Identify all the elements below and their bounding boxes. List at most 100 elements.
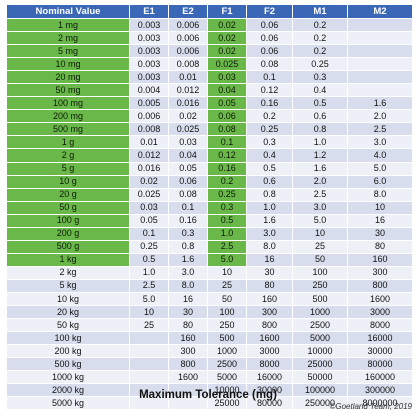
cell-nominal-value: 100 g bbox=[7, 214, 129, 227]
cell-m1: 0.2 bbox=[293, 19, 347, 32]
cell-e2: 0.08 bbox=[169, 188, 207, 201]
cell-f2: 1.0 bbox=[247, 201, 292, 214]
cell-e1: 0.1 bbox=[130, 227, 168, 240]
cell-m2: 5.0 bbox=[348, 162, 412, 175]
header-nominal-value: Nominal Value bbox=[7, 5, 129, 18]
header-m1: M1 bbox=[293, 5, 347, 18]
cell-nominal-value: 50 kg bbox=[7, 319, 129, 332]
cell-f2: 0.6 bbox=[247, 175, 292, 188]
table-row: 2000 kg 10000 30000 100000 300000 bbox=[7, 384, 412, 397]
cell-e1: 0.003 bbox=[130, 58, 168, 71]
table-row: 50 g 0.03 0.1 0.3 1.0 3.0 10 bbox=[7, 201, 412, 214]
cell-m2: 160000 bbox=[348, 371, 412, 384]
cell-e2: 0.05 bbox=[169, 162, 207, 175]
cell-e2: 0.1 bbox=[169, 201, 207, 214]
cell-f2: 16 bbox=[247, 253, 292, 266]
cell-m2: 6.0 bbox=[348, 175, 412, 188]
cell-m1: 25 bbox=[293, 240, 347, 253]
table-row: 50 kg 25 80 250 800 2500 8000 bbox=[7, 319, 412, 332]
cell-e1: 0.25 bbox=[130, 240, 168, 253]
cell-f2: 1600 bbox=[247, 332, 292, 345]
cell-f2: 0.4 bbox=[247, 149, 292, 162]
cell-m2: 1600 bbox=[348, 292, 412, 306]
table-row: 200 g 0.1 0.3 1.0 3.0 10 30 bbox=[7, 227, 412, 240]
cell-e1: 0.006 bbox=[130, 110, 168, 123]
cell-f1: 0.25 bbox=[208, 188, 246, 201]
cell-nominal-value: 500 g bbox=[7, 240, 129, 253]
cell-e2: 0.02 bbox=[169, 110, 207, 123]
cell-f2: 80 bbox=[247, 279, 292, 292]
cell-m1: 100 bbox=[293, 266, 347, 279]
cell-m1: 1.2 bbox=[293, 149, 347, 162]
cell-e2: 0.3 bbox=[169, 227, 207, 240]
cell-e1: 0.03 bbox=[130, 201, 168, 214]
cell-e1: 0.5 bbox=[130, 253, 168, 266]
copyright-credit: ©Goetland Team, 2019 bbox=[329, 402, 412, 411]
cell-e2: 8.0 bbox=[169, 279, 207, 292]
cell-e2: 0.006 bbox=[169, 32, 207, 45]
cell-nominal-value: 100 kg bbox=[7, 332, 129, 345]
table-row: 100 g 0.05 0.16 0.5 1.6 5.0 16 bbox=[7, 214, 412, 227]
cell-m1: 3.0 bbox=[293, 201, 347, 214]
cell-e2: 0.025 bbox=[169, 123, 207, 136]
cell-e2: 30 bbox=[169, 306, 207, 319]
cell-f1: 10000 bbox=[208, 384, 246, 397]
cell-e1: 0.025 bbox=[130, 188, 168, 201]
cell-m2: 16000 bbox=[348, 332, 412, 345]
cell-f1: 2500 bbox=[208, 358, 246, 371]
cell-m2: 30000 bbox=[348, 345, 412, 358]
cell-e2: 0.04 bbox=[169, 149, 207, 162]
cell-m1: 2500 bbox=[293, 319, 347, 332]
cell-e1: 0.02 bbox=[130, 175, 168, 188]
cell-m1: 5.0 bbox=[293, 214, 347, 227]
cell-f1: 0.05 bbox=[208, 97, 246, 110]
cell-e2: 0.006 bbox=[169, 45, 207, 58]
cell-f2: 0.2 bbox=[247, 110, 292, 123]
cell-e1 bbox=[130, 371, 168, 384]
cell-e1: 0.003 bbox=[130, 32, 168, 45]
cell-m1: 0.2 bbox=[293, 45, 347, 58]
header-m2: M2 bbox=[348, 5, 412, 18]
cell-e1: 1.0 bbox=[130, 266, 168, 279]
cell-f1: 0.02 bbox=[208, 19, 246, 32]
cell-m2 bbox=[348, 71, 412, 84]
cell-f2: 8.0 bbox=[247, 240, 292, 253]
cell-f2: 300 bbox=[247, 306, 292, 319]
cell-e1: 0.003 bbox=[130, 19, 168, 32]
table-row: 10 g 0.02 0.06 0.2 0.6 2.0 6.0 bbox=[7, 175, 412, 188]
cell-e2: 0.16 bbox=[169, 214, 207, 227]
cell-e1: 2.5 bbox=[130, 279, 168, 292]
cell-e2: 0.008 bbox=[169, 58, 207, 71]
cell-m2: 8000000 bbox=[348, 397, 412, 410]
cell-nominal-value: 200 kg bbox=[7, 345, 129, 358]
cell-m2: 4.0 bbox=[348, 149, 412, 162]
cell-m1: 500 bbox=[293, 292, 347, 306]
cell-e1: 0.003 bbox=[130, 45, 168, 58]
cell-m1: 10 bbox=[293, 227, 347, 240]
cell-e2: 300 bbox=[169, 345, 207, 358]
cell-f1: 0.06 bbox=[208, 110, 246, 123]
table-row: 1 g 0.01 0.03 0.1 0.3 1.0 3.0 bbox=[7, 136, 412, 149]
cell-m2: 160 bbox=[348, 253, 412, 266]
cell-e1: 0.012 bbox=[130, 149, 168, 162]
cell-e1 bbox=[130, 384, 168, 397]
cell-nominal-value: 500 mg bbox=[7, 123, 129, 136]
cell-nominal-value: 50 g bbox=[7, 201, 129, 214]
cell-e1: 0.008 bbox=[130, 123, 168, 136]
cell-f1: 25 bbox=[208, 279, 246, 292]
cell-f2: 30000 bbox=[247, 384, 292, 397]
cell-f1: 0.04 bbox=[208, 84, 246, 97]
cell-nominal-value: 5000 kg bbox=[7, 397, 129, 410]
cell-f2: 3.0 bbox=[247, 227, 292, 240]
cell-m2 bbox=[348, 19, 412, 32]
table-row: 500 kg 800 2500 8000 25000 80000 bbox=[7, 358, 412, 371]
table-row: 50 mg 0.004 0.012 0.04 0.12 0.4 bbox=[7, 84, 412, 97]
table-row: 1000 kg 1600 5000 16000 50000 160000 bbox=[7, 371, 412, 384]
cell-m1: 25000 bbox=[293, 358, 347, 371]
table-row: 200 kg 300 1000 3000 10000 30000 bbox=[7, 345, 412, 358]
table-row: 2 g 0.012 0.04 0.12 0.4 1.2 4.0 bbox=[7, 149, 412, 162]
cell-m1: 0.2 bbox=[293, 32, 347, 45]
cell-m1: 0.25 bbox=[293, 58, 347, 71]
cell-m1: 0.4 bbox=[293, 84, 347, 97]
tolerance-table: Nominal Value E1 E2 F1 F2 M1 M2 1 mg 0.00… bbox=[6, 4, 413, 411]
